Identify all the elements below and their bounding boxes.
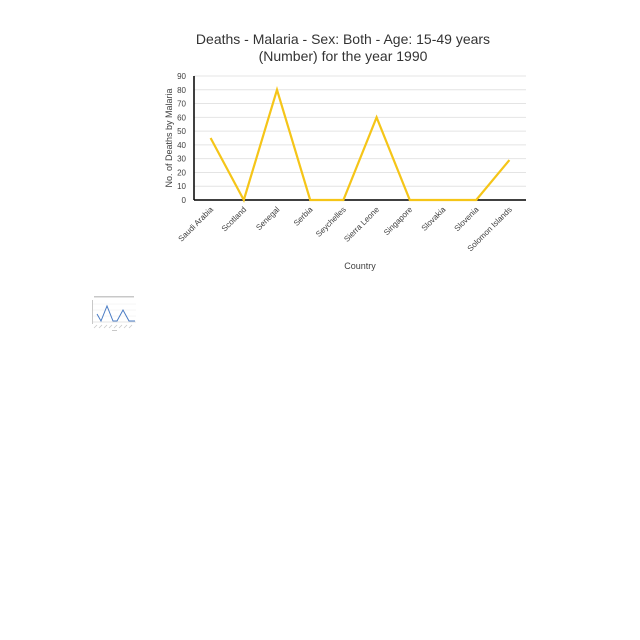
y-tick-label: 20 <box>177 168 186 177</box>
x-axis-title: Country <box>344 261 376 271</box>
y-tick-label: 0 <box>182 196 187 205</box>
x-tick-label: Seychelles <box>314 205 348 239</box>
x-tick-label: Sierra Leone <box>342 205 381 244</box>
x-tick-label: Serbia <box>292 205 315 228</box>
x-axis-ticks: Saudi Arabia Scotland Senegal Serbia Seychel… <box>177 205 514 254</box>
y-tick-label: 80 <box>177 86 186 95</box>
y-axis-ticks: 0 10 20 30 40 50 60 70 80 90 <box>177 72 186 205</box>
y-tick-label: 40 <box>177 141 186 150</box>
x-tick-label: Slovakia <box>420 205 448 233</box>
y-axis-title: No. of Deaths by Malaria <box>164 88 174 187</box>
y-tick-label: 50 <box>177 127 186 136</box>
gridlines <box>194 75 526 187</box>
chart-title-line-1: Deaths - Malaria - Sex: Both - Age: 15-4… <box>196 31 490 47</box>
y-tick-label: 70 <box>177 100 186 109</box>
series-group <box>209 85 511 203</box>
chart-title-line-2: (Number) for the year 1990 <box>259 48 428 64</box>
x-tick-label: Senegal <box>254 205 281 232</box>
y-tick-label: 90 <box>177 72 186 81</box>
y-tick-label: 10 <box>177 182 186 191</box>
y-tick-label: 60 <box>177 113 186 122</box>
y-tick-label: 30 <box>177 155 186 164</box>
x-tick-label: Slovenia <box>453 205 481 233</box>
series-line <box>209 85 511 203</box>
chart-thumbnail-icon <box>92 296 136 331</box>
x-tick-label: Singapore <box>382 205 415 238</box>
x-tick-label: Saudi Arabia <box>177 205 216 244</box>
x-tick-label: Scotland <box>220 205 248 233</box>
